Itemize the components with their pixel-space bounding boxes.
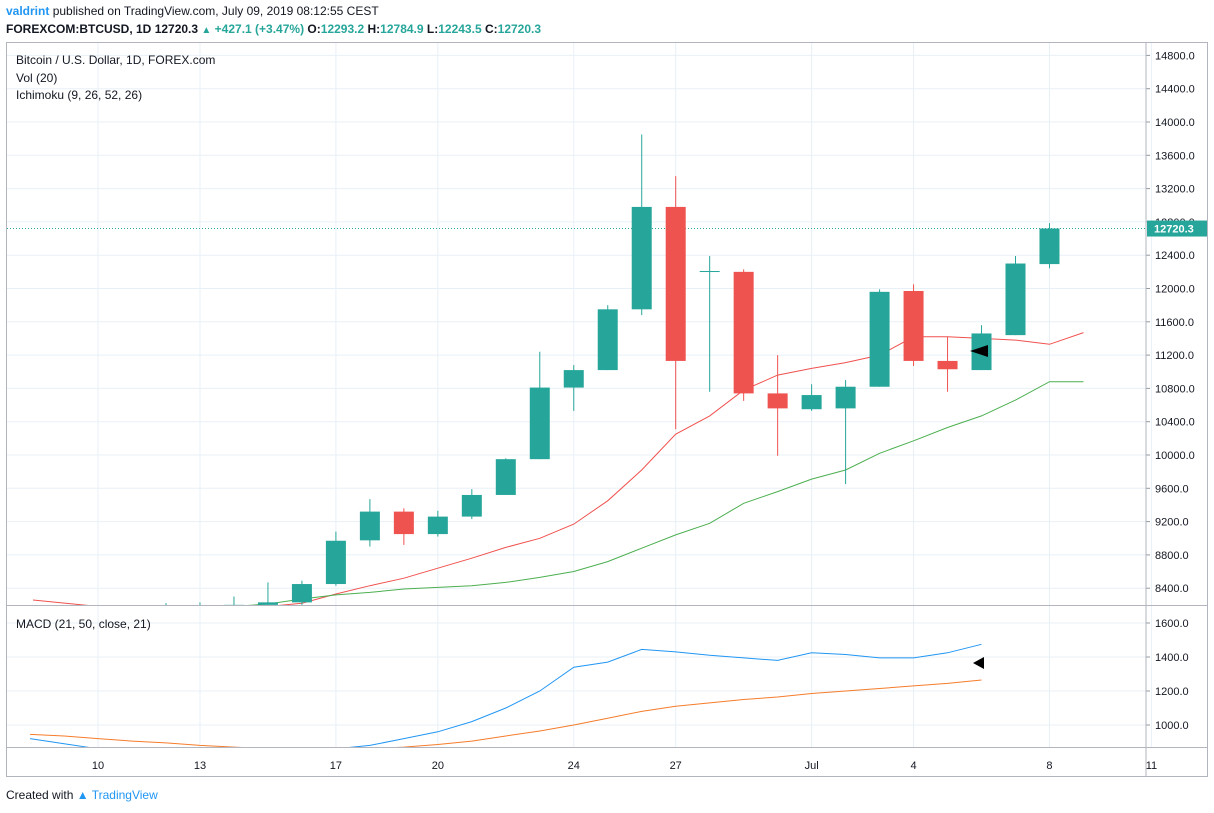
candle-body <box>461 494 482 517</box>
y-tick-label: 9200.0 <box>1155 517 1189 529</box>
last-price-badge-text: 12720.3 <box>1154 224 1194 236</box>
y-tick-label: 10800.0 <box>1155 383 1195 395</box>
macd-line <box>30 643 982 747</box>
footer: Created with ▲ TradingView <box>6 788 158 802</box>
last-price: 12720.3 <box>154 22 199 36</box>
candle-body <box>495 459 516 495</box>
x-tick-label: 20 <box>432 760 444 772</box>
candle-body <box>359 511 380 541</box>
y-tick-label: 8400.0 <box>1155 583 1189 595</box>
last-price-badge-bg <box>1147 220 1207 237</box>
y-tick-label: 10000.0 <box>1155 450 1195 462</box>
legend-vol: Vol (20) <box>16 71 57 85</box>
ichimoku-red-line <box>32 332 1084 605</box>
macd-y-tick-label: 1400.0 <box>1155 652 1189 664</box>
chart-frame <box>6 42 1208 777</box>
open-label: O: <box>307 22 321 36</box>
y-tick-label: 11200.0 <box>1155 350 1194 362</box>
y-tick-label: 10400.0 <box>1155 417 1195 429</box>
candle-body <box>1005 263 1026 336</box>
author-name[interactable]: valdrint <box>6 4 50 18</box>
candle-body <box>903 290 924 361</box>
ohlc-bar: FOREXCOM:BTCUSD, 1D 12720.3 ▲ +427.1 (+3… <box>6 22 541 36</box>
candle-body <box>156 610 176 613</box>
close-label: C: <box>484 22 498 36</box>
x-tick-label: 11 <box>1146 760 1157 772</box>
candle-body <box>563 370 584 388</box>
macd-y-tick-label: 1600.0 <box>1155 618 1189 630</box>
y-tick-label: 14800.0 <box>1155 50 1195 62</box>
candle-body <box>665 206 686 361</box>
x-tick-label: 24 <box>568 760 580 772</box>
x-tick-label: 13 <box>194 760 206 772</box>
x-tick-label: 27 <box>670 760 682 772</box>
low-label: L: <box>426 22 439 36</box>
candle-body <box>767 393 788 409</box>
change-value: +427.1 (+3.47%) <box>214 22 305 36</box>
x-tick-label: 4 <box>910 760 916 772</box>
candle-body <box>937 360 958 370</box>
arrow-marker-icon <box>973 657 984 669</box>
published-text: published on TradingView.com, July 09, 2… <box>52 4 379 18</box>
x-tick-label: Jul <box>805 760 819 772</box>
candle-body <box>733 271 754 394</box>
candle-body <box>631 206 652 310</box>
ichimoku-green-line <box>247 381 1084 605</box>
candle-body <box>1039 228 1060 265</box>
up-arrow-icon: ▲ <box>201 25 212 36</box>
y-tick-label: 13200.0 <box>1155 184 1195 196</box>
close-value: 12720.3 <box>497 22 542 36</box>
tradingview-link[interactable]: TradingView <box>91 788 158 802</box>
y-tick-label: 8800.0 <box>1155 550 1189 562</box>
tradingview-logo-icon: ▲ <box>76 788 89 802</box>
candle-body <box>291 584 312 603</box>
candle-body <box>801 395 822 410</box>
candle-body <box>869 291 890 387</box>
publish-info: valdrint published on TradingView.com, J… <box>6 4 379 18</box>
macd-signal-line <box>30 679 982 747</box>
legend-title: Bitcoin / U.S. Dollar, 1D, FOREX.com <box>16 53 215 67</box>
high-label: H: <box>367 22 381 36</box>
candle-body <box>325 540 346 585</box>
x-tick-label: 10 <box>92 760 104 772</box>
y-tick-label: 9600.0 <box>1155 483 1189 495</box>
symbol-label: FOREXCOM:BTCUSD, 1D <box>6 22 152 36</box>
candle-body <box>597 309 618 371</box>
arrow-marker-icon <box>970 345 988 357</box>
candle-body <box>393 511 414 535</box>
y-tick-label: 12000.0 <box>1155 284 1195 296</box>
x-tick-label: 17 <box>330 760 342 772</box>
candle-body <box>699 271 720 273</box>
y-tick-label: 14000.0 <box>1155 117 1195 129</box>
legend-macd: MACD (21, 50, close, 21) <box>16 617 151 631</box>
high-value: 12784.9 <box>380 22 424 36</box>
y-tick-label: 11600.0 <box>1155 317 1194 329</box>
candle-body <box>427 516 448 535</box>
low-value: 12243.5 <box>438 22 482 36</box>
macd-y-tick-label: 1000.0 <box>1155 720 1189 732</box>
candle-body <box>223 604 244 605</box>
last-price-badge: 12720.3 <box>1147 220 1207 237</box>
created-with-text: Created with <box>6 788 74 802</box>
y-tick-label: 13600.0 <box>1155 150 1195 162</box>
y-tick-label: 14400.0 <box>1155 84 1195 96</box>
x-tick-label: 8 <box>1046 760 1052 772</box>
open-value: 12293.2 <box>320 22 365 36</box>
macd-y-tick-label: 1200.0 <box>1155 686 1189 698</box>
legend-ichimoku: Ichimoku (9, 26, 52, 26) <box>16 88 142 102</box>
candle-body <box>529 387 550 460</box>
y-tick-label: 12400.0 <box>1155 250 1195 262</box>
candle-body <box>835 386 856 409</box>
candle-body <box>257 602 278 605</box>
